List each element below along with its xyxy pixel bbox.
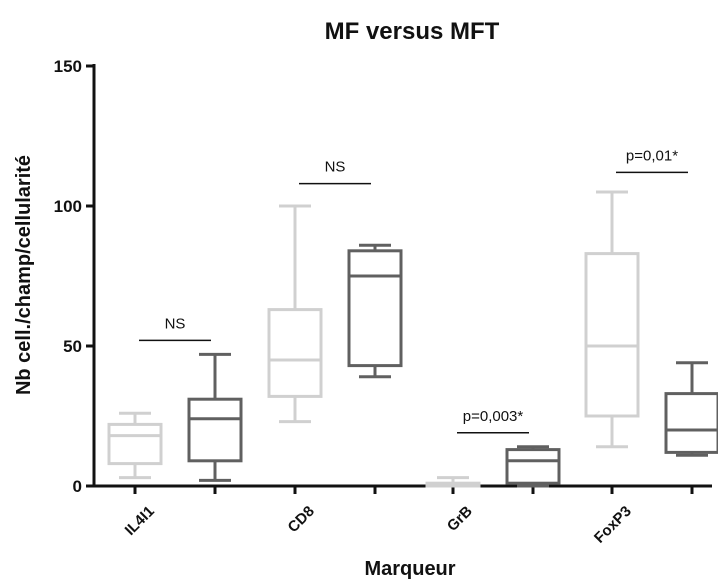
box-IL4I1-series-1 — [107, 411, 163, 480]
box-iqr — [187, 397, 243, 463]
box-CD8-series-1 — [267, 204, 323, 424]
box-iqr — [107, 422, 163, 466]
category-label: IL4I1 — [122, 503, 158, 539]
significance-label: p=0,01* — [626, 147, 678, 164]
y-axis-label: Nb cell./champ/cellularité — [13, 155, 35, 395]
significance-label: NS — [165, 315, 186, 332]
box-GrB-series-2 — [505, 445, 561, 488]
axes: 0 50 100 150 IL4I1 CD8 GrB FoxP3 — [54, 57, 712, 547]
chart-title: MF versus MFT — [325, 18, 500, 45]
significance-label: p=0,003* — [463, 408, 524, 425]
y-tick-label: 50 — [63, 337, 82, 356]
category-label: GrB — [444, 503, 476, 535]
box-GrB-series-1 — [425, 476, 481, 488]
category-label: FoxP3 — [591, 503, 635, 547]
box-iqr — [664, 392, 718, 454]
category-label: CD8 — [285, 503, 318, 536]
box-CD8-series-2 — [347, 243, 403, 379]
box-iqr — [347, 249, 403, 368]
x-axis-label: Marqueur — [364, 558, 455, 580]
plot-area: NS NS p=0,003* p=0,01* — [107, 147, 718, 488]
box-IL4I1-series-2 — [187, 352, 243, 482]
y-tick-label: 100 — [54, 197, 82, 216]
box-FoxP3-series-1 — [584, 190, 640, 449]
y-tick-label: 150 — [54, 57, 82, 76]
box-iqr — [584, 252, 640, 418]
box-FoxP3-series-2 — [664, 361, 718, 457]
y-tick-label: 0 — [73, 477, 82, 496]
box-iqr — [267, 308, 323, 398]
box-iqr — [505, 448, 561, 485]
significance-label: NS — [325, 159, 346, 176]
